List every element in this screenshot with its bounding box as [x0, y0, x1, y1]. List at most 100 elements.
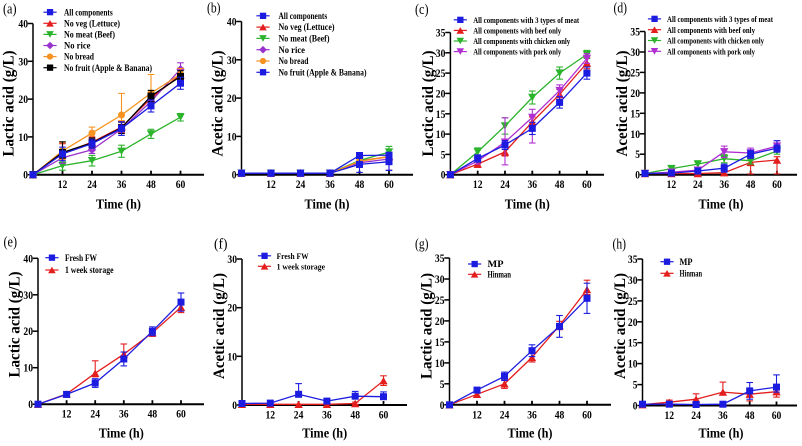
svg-text:48: 48: [746, 177, 756, 191]
svg-text:25: 25: [435, 293, 445, 307]
svg-text:Time (h): Time (h): [699, 198, 744, 213]
svg-text:48: 48: [555, 407, 565, 421]
svg-text:(f): (f): [214, 237, 228, 253]
svg-text:Time (h): Time (h): [302, 427, 347, 442]
svg-text:No rice: No rice: [64, 41, 91, 51]
svg-text:20: 20: [18, 92, 28, 106]
svg-text:15: 15: [436, 107, 446, 121]
svg-text:10: 10: [628, 357, 638, 371]
svg-text:36: 36: [119, 407, 129, 421]
svg-text:5: 5: [635, 147, 640, 161]
svg-text:No veg (Lettuce): No veg (Lettuce): [64, 18, 120, 28]
svg-text:No bread: No bread: [279, 56, 309, 66]
svg-text:25: 25: [436, 66, 446, 80]
svg-text:Hinman: Hinman: [680, 268, 703, 278]
svg-text:No fruit (Apple & Banana): No fruit (Apple & Banana): [64, 63, 152, 73]
svg-text:60: 60: [379, 408, 389, 422]
svg-text:48: 48: [350, 408, 360, 422]
svg-text:24: 24: [500, 177, 510, 191]
svg-text:12: 12: [667, 177, 677, 191]
svg-text:All components: All components: [64, 7, 113, 17]
svg-text:24: 24: [90, 407, 100, 421]
svg-text:35: 35: [435, 251, 445, 265]
svg-text:20: 20: [23, 324, 33, 338]
svg-text:35: 35: [436, 26, 446, 40]
svg-text:20: 20: [435, 314, 445, 328]
svg-text:No rice: No rice: [279, 45, 306, 55]
svg-text:(b): (b): [207, 1, 221, 17]
svg-text:10: 10: [23, 361, 33, 375]
svg-text:(d): (d): [614, 1, 628, 17]
svg-text:Hinman: Hinman: [488, 269, 512, 279]
svg-text:Lactic acid (g/L): Lactic acid (g/L): [420, 51, 437, 157]
svg-text:All components with 3 types of: All components with 3 types of meat: [667, 15, 773, 24]
svg-text:All components: All components: [279, 11, 328, 21]
svg-text:48: 48: [148, 407, 158, 421]
svg-text:20: 20: [227, 301, 237, 315]
svg-text:0: 0: [23, 168, 28, 182]
svg-text:(h): (h): [613, 237, 627, 253]
svg-text:Time (h): Time (h): [505, 198, 550, 213]
svg-text:Time (h): Time (h): [699, 427, 744, 442]
svg-text:12: 12: [58, 177, 68, 191]
svg-text:15: 15: [435, 335, 445, 349]
svg-text:48: 48: [146, 177, 156, 191]
svg-text:(a): (a): [3, 2, 17, 18]
svg-text:60: 60: [582, 407, 592, 421]
svg-text:(g): (g): [415, 237, 429, 253]
svg-text:Acetic acid (g/L): Acetic acid (g/L): [612, 273, 629, 379]
svg-text:12: 12: [473, 177, 483, 191]
svg-text:No meat (Beef): No meat (Beef): [279, 34, 330, 44]
svg-text:Acetic acid (g/L): Acetic acid (g/L): [614, 51, 631, 157]
svg-text:60: 60: [176, 177, 186, 191]
svg-text:25: 25: [630, 65, 640, 79]
svg-text:All components with pork only: All components with pork only: [473, 48, 562, 57]
svg-text:36: 36: [325, 177, 335, 191]
svg-text:All components with 3 types of: All components with 3 types of meat: [473, 16, 579, 25]
svg-text:36: 36: [322, 408, 332, 422]
svg-text:5: 5: [441, 147, 446, 161]
svg-text:MP: MP: [488, 259, 505, 269]
svg-text:All components with pork only: All components with pork only: [667, 47, 756, 56]
svg-text:0: 0: [232, 168, 237, 182]
svg-text:48: 48: [355, 177, 365, 191]
svg-text:10: 10: [227, 129, 237, 143]
svg-text:30: 30: [18, 54, 28, 68]
svg-text:No meat (Beef): No meat (Beef): [64, 30, 115, 40]
svg-text:1 week storage: 1 week storage: [277, 262, 326, 271]
svg-text:12: 12: [62, 407, 72, 421]
svg-text:20: 20: [436, 86, 446, 100]
svg-text:MP: MP: [680, 257, 693, 267]
svg-text:All components with chicken on: All components with chicken only: [473, 37, 571, 46]
svg-text:0: 0: [440, 398, 445, 412]
svg-text:15: 15: [630, 106, 640, 120]
svg-text:24: 24: [693, 177, 703, 191]
svg-text:24: 24: [691, 408, 701, 422]
svg-text:35: 35: [628, 252, 638, 266]
svg-text:Lactic acid (g/L): Lactic acid (g/L): [419, 273, 436, 379]
svg-text:Fresh FW: Fresh FW: [65, 253, 97, 263]
svg-text:Lactic acid (g/L): Lactic acid (g/L): [7, 272, 24, 378]
svg-text:10: 10: [630, 127, 640, 141]
svg-text:10: 10: [436, 127, 446, 141]
svg-text:0: 0: [28, 397, 33, 411]
svg-text:24: 24: [500, 407, 510, 421]
svg-text:1 week storage: 1 week storage: [65, 265, 114, 275]
svg-text:10: 10: [435, 356, 445, 370]
svg-text:36: 36: [528, 177, 538, 191]
svg-text:Fresh FW: Fresh FW: [277, 252, 310, 261]
svg-text:40: 40: [227, 15, 237, 29]
svg-text:0: 0: [232, 398, 237, 412]
svg-text:(c): (c): [415, 2, 429, 18]
svg-text:30: 30: [227, 252, 237, 266]
svg-text:48: 48: [555, 177, 565, 191]
svg-text:12: 12: [266, 408, 276, 422]
svg-text:36: 36: [117, 177, 127, 191]
svg-text:40: 40: [18, 17, 28, 31]
svg-text:30: 30: [628, 273, 638, 287]
svg-text:All components with beef only: All components with beef only: [667, 26, 756, 35]
svg-text:60: 60: [384, 177, 394, 191]
svg-text:No bread: No bread: [64, 52, 94, 62]
svg-text:All components with chicken on: All components with chicken only: [667, 37, 765, 46]
svg-text:36: 36: [718, 408, 728, 422]
